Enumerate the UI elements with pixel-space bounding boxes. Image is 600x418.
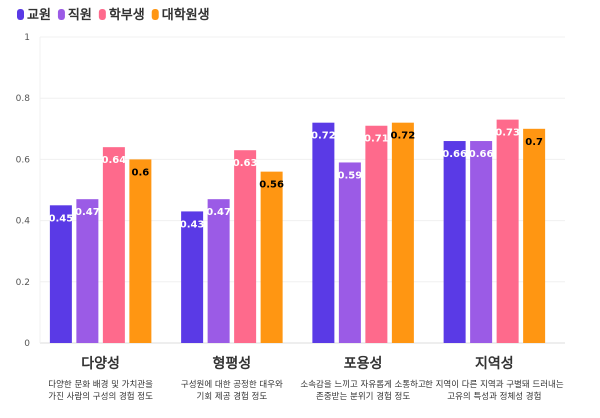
x-tick-label: 지역성 (475, 355, 514, 372)
bar (496, 119, 519, 344)
data-label: 0.66 (469, 149, 494, 160)
bar (338, 162, 361, 343)
data-label: 0.63 (233, 158, 258, 169)
legend-label: 교원 (27, 8, 51, 23)
bar (102, 147, 125, 343)
bar (523, 128, 546, 343)
y-tick-label: 0.6 (16, 155, 31, 165)
bar (391, 122, 414, 344)
data-label: 0.72 (311, 131, 336, 142)
data-label: 0.47 (75, 207, 100, 218)
legend-swatch (17, 9, 24, 20)
legend-label: 학부생 (109, 7, 145, 23)
data-label: 0.6 (132, 167, 150, 178)
data-label: 0.56 (259, 180, 284, 191)
y-tick-label: 0.8 (16, 94, 31, 104)
bar (260, 171, 283, 343)
y-tick-label: 1 (24, 33, 30, 43)
data-label: 0.64 (102, 155, 127, 166)
category-description: 고유의 특성과 정체성 경험 (447, 391, 541, 402)
y-tick-label: 0 (24, 339, 30, 349)
legend-label: 직원 (68, 7, 92, 23)
data-label: 0.43 (180, 219, 205, 230)
legend-swatch (151, 9, 159, 20)
category-description: 한 지역이 다른 지역과 구별돼 드러내는 (425, 379, 564, 390)
category-description: 존중받는 분위기 경험 정도 (316, 391, 410, 402)
legend-swatch (98, 9, 106, 20)
data-label: 0.66 (442, 149, 467, 160)
data-label: 0.71 (364, 134, 389, 145)
bar (312, 122, 335, 344)
bar (443, 141, 466, 343)
category-description: 기회 제공 경험 정도 (197, 391, 268, 402)
bar (181, 211, 204, 343)
bar (129, 159, 152, 343)
bar (207, 199, 230, 343)
x-tick-label: 형평성 (213, 355, 252, 372)
category-description: 다양한 문화 배경 및 가치관을 (48, 379, 153, 390)
data-label: 0.72 (391, 131, 416, 142)
data-label: 0.7 (525, 137, 543, 148)
category-description: 구성원에 대한 공정한 대우와 (181, 379, 283, 390)
y-tick-label: 0.2 (16, 278, 30, 288)
x-tick-label: 포용성 (344, 356, 383, 372)
bar (49, 205, 72, 343)
y-tick-label: 0.4 (16, 217, 31, 227)
bar (234, 150, 257, 343)
bar (76, 199, 99, 343)
x-tick-label: 다양성 (81, 356, 120, 372)
bar (470, 141, 493, 343)
legend-swatch (57, 9, 65, 20)
bar (365, 125, 388, 344)
data-label: 0.45 (49, 213, 74, 224)
legend-label: 대학원생 (162, 7, 210, 23)
category-description: 가진 사람의 구성의 경험 정도 (48, 391, 153, 402)
data-label: 0.47 (206, 207, 231, 218)
data-label: 0.73 (495, 128, 520, 139)
category-description: 소속감을 느끼고 자유롭게 소통하고 (300, 379, 426, 390)
data-label: 0.59 (338, 170, 363, 181)
